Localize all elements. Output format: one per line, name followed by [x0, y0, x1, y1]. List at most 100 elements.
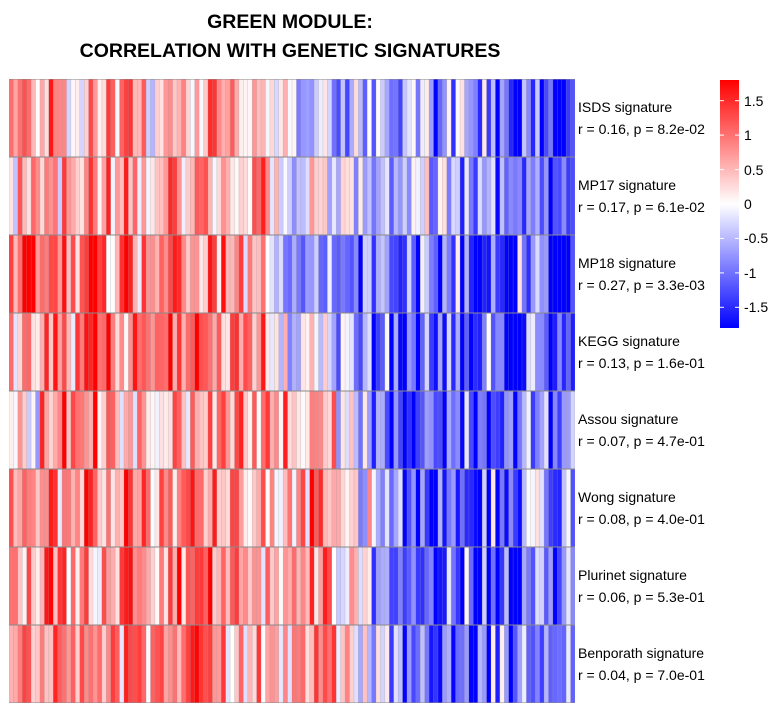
- heatmap-cell: [181, 625, 187, 703]
- heatmap-cell: [177, 625, 182, 703]
- heatmap-cell: [93, 157, 98, 235]
- heatmap-cell: [406, 157, 412, 235]
- heatmap-cell: [557, 547, 563, 625]
- heatmap-cell: [486, 391, 492, 469]
- heatmap-cell: [26, 79, 32, 157]
- heatmap-cell: [79, 469, 85, 547]
- heatmap-cell: [154, 313, 160, 391]
- heatmap-cell: [13, 391, 19, 469]
- heatmap-cell: [141, 469, 147, 547]
- heatmap-cell: [411, 79, 417, 157]
- heatmap-cell: [247, 391, 253, 469]
- heatmap-cell: [185, 157, 191, 235]
- heatmap-cell: [358, 391, 364, 469]
- heatmap-cell: [48, 235, 54, 313]
- heatmap-cell: [371, 625, 377, 703]
- heatmap-cell: [468, 547, 474, 625]
- heatmap-cell: [473, 235, 479, 313]
- heatmap-cell: [132, 313, 138, 391]
- heatmap-cell: [420, 79, 425, 157]
- heatmap-cell: [411, 469, 417, 547]
- heatmap-cell: [358, 79, 364, 157]
- heatmap-cell: [17, 313, 23, 391]
- heatmap-cell: [424, 469, 430, 547]
- heatmap-cell: [93, 547, 98, 625]
- heatmap-cell: [570, 79, 575, 157]
- heatmap-cell: [331, 235, 337, 313]
- heatmap-cell: [194, 157, 200, 235]
- heatmap-cell: [437, 235, 443, 313]
- heatmap-cell: [336, 79, 341, 157]
- heatmap-cell: [252, 313, 257, 391]
- heatmap-cell: [48, 391, 54, 469]
- heatmap-cell: [415, 157, 421, 235]
- heatmap-cell: [464, 79, 470, 157]
- heatmap-cell: [53, 469, 58, 547]
- heatmap-cell: [322, 625, 328, 703]
- heatmap-cell: [353, 79, 359, 157]
- heatmap-cell: [331, 79, 337, 157]
- heatmap-cell: [544, 625, 549, 703]
- heatmap-cell: [128, 547, 134, 625]
- heatmap-cell: [322, 313, 328, 391]
- row-label-name: KEGG signature: [578, 333, 680, 349]
- heatmap-cell: [97, 235, 103, 313]
- heatmap-cell: [26, 547, 32, 625]
- heatmap-cell: [539, 469, 545, 547]
- heatmap-cell: [44, 391, 50, 469]
- heatmap-cell: [141, 313, 147, 391]
- heatmap-cell: [292, 547, 297, 625]
- heatmap-cell: [123, 313, 129, 391]
- heatmap-cell: [460, 313, 465, 391]
- heatmap-cell: [508, 625, 514, 703]
- heatmap-cell: [146, 313, 151, 391]
- heatmap-cell: [371, 547, 377, 625]
- heatmap-cell: [66, 79, 72, 157]
- heatmap-cell: [274, 391, 280, 469]
- heatmap-cell: [495, 235, 501, 313]
- heatmap-cell: [123, 79, 129, 157]
- heatmap-cell: [247, 625, 253, 703]
- heatmap-cell: [314, 235, 319, 313]
- heatmap-cell: [521, 79, 527, 157]
- heatmap-cell: [477, 547, 483, 625]
- heatmap-cell: [119, 79, 125, 157]
- heatmap-cell: [402, 157, 408, 235]
- heatmap-cell: [464, 157, 470, 235]
- heatmap-cell: [526, 235, 532, 313]
- heatmap-cell: [490, 469, 496, 547]
- heatmap-cell: [26, 469, 32, 547]
- heatmap-cell: [181, 391, 187, 469]
- heatmap-cell: [508, 313, 514, 391]
- heatmap-cell: [526, 157, 532, 235]
- heatmap-cell: [468, 469, 474, 547]
- heatmap-cell: [376, 547, 381, 625]
- heatmap-cell: [199, 469, 204, 547]
- heatmap-cell: [93, 391, 98, 469]
- heatmap-cell: [336, 235, 341, 313]
- heatmap-cell: [566, 313, 571, 391]
- heatmap-cell: [115, 625, 120, 703]
- heatmap-cell: [513, 547, 518, 625]
- heatmap-cell: [473, 625, 479, 703]
- heatmap-cell: [269, 469, 275, 547]
- heatmap-cell: [79, 391, 85, 469]
- heatmap-cell: [194, 79, 200, 157]
- heatmap-cell: [278, 235, 284, 313]
- heatmap-cell: [207, 547, 213, 625]
- heatmap-cell: [517, 235, 523, 313]
- heatmap-cell: [247, 79, 253, 157]
- heatmap-cell: [212, 235, 218, 313]
- heatmap-cell: [84, 235, 89, 313]
- heatmap-cell: [521, 547, 527, 625]
- heatmap-cell: [283, 79, 288, 157]
- row-label-name: MP17 signature: [578, 177, 677, 193]
- heatmap-cell: [402, 79, 408, 157]
- heatmap-cell: [225, 469, 231, 547]
- heatmap-cell: [504, 547, 509, 625]
- heatmap-cell: [552, 469, 558, 547]
- heatmap-cell: [380, 313, 386, 391]
- heatmap-cell: [22, 313, 27, 391]
- heatmap-cell: [252, 391, 257, 469]
- heatmap-cell: [468, 235, 474, 313]
